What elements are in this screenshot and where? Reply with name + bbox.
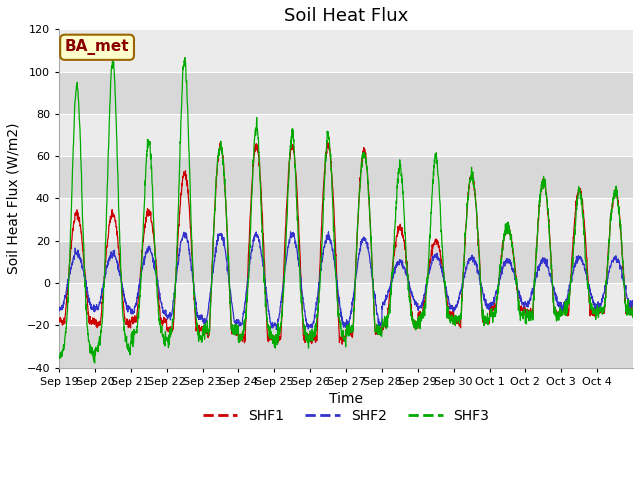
- Bar: [59, 114, 633, 156]
- Bar: [59, 72, 633, 114]
- Bar: [59, 283, 633, 325]
- Text: BA_met: BA_met: [65, 39, 129, 55]
- X-axis label: Time: Time: [329, 392, 363, 406]
- Bar: [59, 325, 633, 368]
- Y-axis label: Soil Heat Flux (W/m2): Soil Heat Flux (W/m2): [7, 123, 21, 274]
- Legend: SHF1, SHF2, SHF3: SHF1, SHF2, SHF3: [197, 403, 495, 429]
- Bar: [59, 198, 633, 241]
- Title: Soil Heat Flux: Soil Heat Flux: [284, 7, 408, 25]
- Bar: [59, 29, 633, 72]
- Bar: [59, 241, 633, 283]
- Bar: [59, 156, 633, 198]
